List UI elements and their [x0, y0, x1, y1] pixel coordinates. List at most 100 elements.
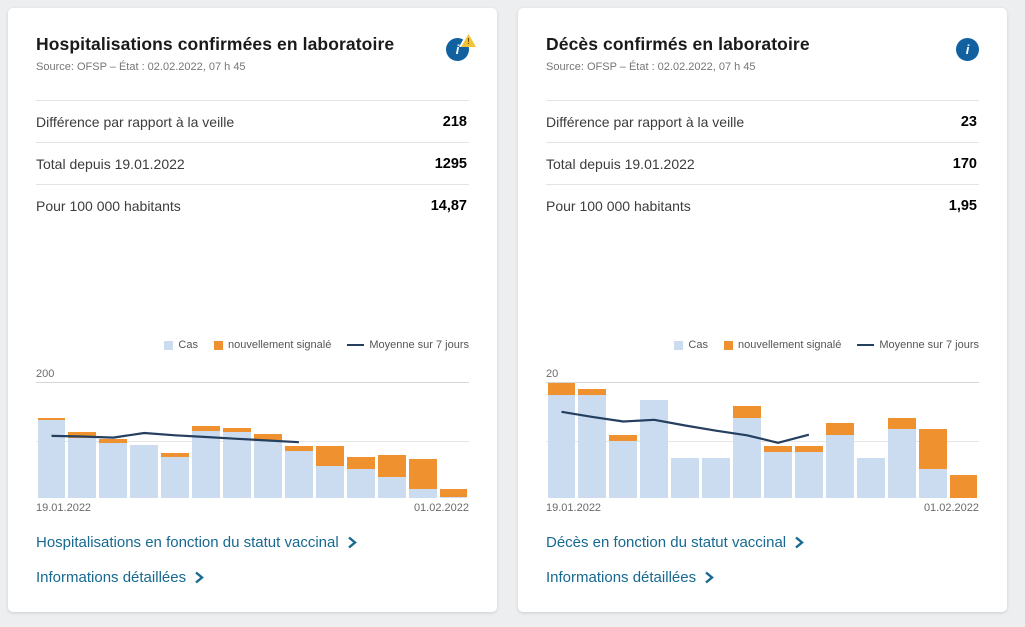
- bar-01.02.2022[interactable]: [949, 475, 978, 498]
- legend-label: nouvellement signalé: [737, 339, 842, 351]
- card-header: Décès confirmés en laboratoire Source: O…: [518, 8, 1007, 73]
- bar-24.01.2022[interactable]: [702, 457, 731, 498]
- bar-28.01.2022[interactable]: [315, 445, 344, 498]
- bar-segment-nouvellement-signale: [733, 406, 761, 418]
- link-statut-vaccinal[interactable]: Décès en fonction du statut vaccinal: [546, 532, 805, 552]
- x-axis-first-label: 19.01.2022: [546, 502, 602, 514]
- bar-segment-cas: [671, 457, 700, 498]
- x-axis-last-label: 01.02.2022: [923, 502, 979, 514]
- bar-23.01.2022[interactable]: [671, 457, 700, 498]
- bar-segment-cas: [130, 445, 159, 498]
- bar-segment-cas: [161, 456, 190, 498]
- chevron-right-icon: [194, 571, 204, 584]
- bar-segment-nouvellement-signale: [918, 429, 947, 470]
- bar-segment-nouvellement-signale: [223, 427, 251, 433]
- bar-segment-nouvellement-signale: [547, 383, 576, 395]
- legend-item-cas: Cas: [164, 339, 198, 351]
- bar-20.01.2022[interactable]: [578, 388, 607, 498]
- bar-segment-cas: [408, 488, 437, 498]
- average-line-swatch-icon: [347, 343, 365, 347]
- chart-block: Cas nouvellement signalé Moyenne sur 7 j…: [36, 338, 469, 514]
- bar-20.01.2022[interactable]: [68, 431, 97, 498]
- bar-segment-nouvellement-signale: [315, 445, 344, 466]
- card-title: Hospitalisations confirmées en laboratoi…: [36, 34, 395, 54]
- card-header: Hospitalisations confirmées en laboratoi…: [8, 8, 497, 73]
- bar-29.01.2022[interactable]: [856, 457, 885, 498]
- stat-row-per-100000: Pour 100 000 habitants 1,95: [546, 184, 979, 226]
- bar-22.01.2022[interactable]: [640, 400, 669, 498]
- y-axis-max-label: 20: [546, 368, 559, 380]
- bar-segment-nouvellement-signale: [578, 388, 607, 395]
- bar-24.01.2022[interactable]: [192, 426, 221, 498]
- bar-segment-cas: [68, 437, 97, 498]
- chart-block: Cas nouvellement signalé Moyenne sur 7 j…: [546, 338, 979, 514]
- bar-segment-nouvellement-signale: [764, 446, 792, 452]
- stat-row-total: Total depuis 19.01.2022 1295: [36, 142, 469, 184]
- bar-segment-cas: [377, 477, 406, 498]
- bar-segment-cas: [346, 469, 375, 498]
- link-label: Informations détaillées: [36, 568, 187, 586]
- bar-segment-nouvellement-signale: [37, 417, 66, 421]
- chevron-right-icon: [794, 536, 805, 549]
- bar-30.01.2022[interactable]: [887, 417, 916, 498]
- bar-27.01.2022[interactable]: [794, 446, 823, 498]
- cas-swatch-icon: [674, 340, 684, 350]
- bar-19.01.2022[interactable]: [547, 383, 576, 498]
- bar-segment-nouvellement-signale: [408, 458, 437, 489]
- bar-segment-cas: [223, 432, 251, 498]
- link-statut-vaccinal[interactable]: Hospitalisations en fonction du statut v…: [36, 532, 357, 552]
- link-informations-detaillees[interactable]: Informations détaillées: [546, 567, 804, 587]
- new-swatch-icon: [213, 340, 223, 350]
- bar-segment-cas: [640, 400, 669, 498]
- bar-25.01.2022[interactable]: [733, 406, 761, 498]
- info-icon[interactable]: i: [956, 38, 979, 61]
- stat-row-difference: Différence par rapport à la veille 218: [36, 100, 469, 142]
- stat-label: Pour 100 000 habitants: [36, 197, 181, 214]
- chevron-right-icon: [347, 536, 357, 549]
- legend-item-moyenne-7-jours: Moyenne sur 7 jours: [857, 339, 979, 351]
- x-axis-labels: 19.01.2022 01.02.2022: [36, 502, 469, 514]
- bar-22.01.2022[interactable]: [130, 445, 159, 498]
- bar-21.01.2022[interactable]: [609, 434, 638, 498]
- card-links: Décès en fonction du statut vaccinal Inf…: [546, 532, 805, 602]
- bar-segment-cas: [609, 440, 638, 498]
- link-label: Hospitalisations en fonction du statut v…: [36, 533, 339, 551]
- link-informations-detaillees[interactable]: Informations détaillées: [36, 567, 357, 587]
- bar-segment-nouvellement-signale: [377, 455, 406, 478]
- link-label: Décès en fonction du statut vaccinal: [546, 533, 787, 551]
- bar-segment-cas: [578, 394, 607, 498]
- stat-value: 1295: [434, 155, 467, 172]
- bar-26.01.2022[interactable]: [764, 446, 792, 498]
- bar-segment-cas: [825, 434, 854, 498]
- bar-26.01.2022[interactable]: [254, 433, 282, 498]
- bar-23.01.2022[interactable]: [161, 453, 190, 498]
- bar-29.01.2022[interactable]: [346, 456, 375, 498]
- bar-28.01.2022[interactable]: [825, 423, 854, 498]
- bar-segment-cas: [37, 420, 66, 498]
- info-icon[interactable]: i !: [446, 30, 478, 61]
- bar-segment-nouvellement-signale: [254, 433, 282, 441]
- bar-segment-cas: [702, 457, 731, 498]
- bar-01.02.2022[interactable]: [439, 489, 468, 498]
- card-title: Décès confirmés en laboratoire: [546, 34, 810, 54]
- bar-19.01.2022[interactable]: [37, 417, 66, 498]
- bar-27.01.2022[interactable]: [284, 446, 313, 498]
- bar-31.01.2022[interactable]: [408, 458, 437, 498]
- y-axis-max-label: 200: [36, 368, 55, 380]
- card-deces: Décès confirmés en laboratoire Source: O…: [518, 8, 1007, 612]
- chart-legend: Cas nouvellement signalé Moyenne sur 7 j…: [546, 338, 979, 352]
- bar-segment-nouvellement-signale: [794, 446, 823, 452]
- info-icon-letter: i: [965, 42, 970, 57]
- bar-25.01.2022[interactable]: [223, 427, 251, 498]
- bar-segment-cas: [733, 417, 761, 498]
- link-label: Informations détaillées: [546, 568, 697, 586]
- stat-value: 170: [952, 155, 977, 172]
- average-line-swatch-icon: [857, 343, 875, 347]
- chart-plot: [546, 382, 979, 498]
- legend-item-nouvellement-signale: nouvellement signalé: [723, 339, 842, 351]
- bar-30.01.2022[interactable]: [377, 455, 406, 498]
- bar-21.01.2022[interactable]: [99, 438, 128, 498]
- warning-icon: !: [459, 30, 478, 47]
- bar-31.01.2022[interactable]: [918, 429, 947, 498]
- bar-segment-nouvellement-signale: [825, 423, 854, 435]
